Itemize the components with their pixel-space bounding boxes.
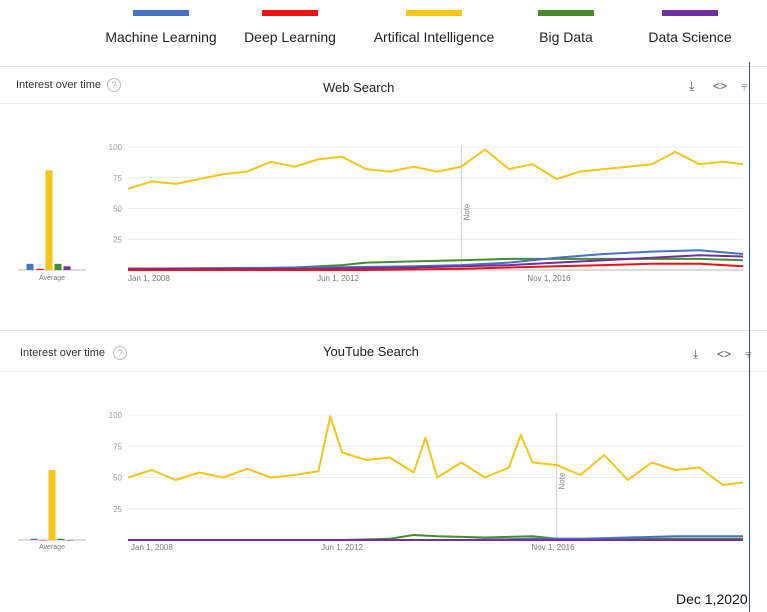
date-marker-line <box>749 62 750 612</box>
average-bar-machine-learning <box>26 263 34 270</box>
average-bar-big-data <box>54 263 62 270</box>
legend-label: Big Data <box>539 29 593 45</box>
legend-swatch <box>406 10 462 16</box>
y-tick-label: 100 <box>109 411 123 420</box>
y-tick-label: 75 <box>113 442 122 451</box>
panel-title: YouTube Search <box>323 344 419 359</box>
average-bar-big-data <box>57 538 65 540</box>
embed-icon[interactable]: <> <box>717 347 732 361</box>
interest-over-time-label: Interest over time <box>20 347 105 359</box>
help-icon[interactable]: ? <box>107 78 121 92</box>
series-line-artifical-intelligence <box>127 148 744 190</box>
legend-swatch <box>662 10 718 16</box>
average-bar-deep-learning <box>36 268 44 270</box>
x-tick-label: Jun 1, 2012 <box>317 274 359 283</box>
youtube-search-chart: 25 50 75 100 Note Jan 1, 2008 Jun 1, 2012 Nov 1… <box>18 411 744 552</box>
share-icon[interactable]: ⫧ <box>741 79 748 93</box>
web-search-panel: Interest over time ? Web Search ⤓ <> ⫧ 2… <box>0 66 767 328</box>
note-label: Note <box>558 472 567 489</box>
legend-item-machine-learning: Machine Learning <box>105 10 217 50</box>
average-bar-deep-learning <box>39 540 47 541</box>
average-bar-artifical-intelligence <box>48 470 56 540</box>
help-icon[interactable]: ? <box>113 346 127 360</box>
x-tick-label: Nov 1, 2016 <box>527 274 571 283</box>
y-tick-label: 25 <box>113 235 122 244</box>
youtube-search-panel: Interest over time ? YouTube Search ⤓ <>… <box>0 330 767 592</box>
average-bar-machine-learning <box>30 538 38 540</box>
legend-item-big-data: Big Data <box>526 10 606 50</box>
legend-item-data-science: Data Science <box>640 10 740 50</box>
y-tick-label: 100 <box>109 143 123 152</box>
download-icon[interactable]: ⤓ <box>689 79 695 93</box>
note-label: Note <box>462 203 471 220</box>
legend-label: Deep Learning <box>244 29 336 45</box>
series-line-machine-learning <box>127 249 744 270</box>
panel-divider <box>0 66 767 67</box>
date-marker-label: Dec 1,2020 <box>676 591 748 607</box>
legend-swatch <box>538 10 594 16</box>
legend-label: Data Science <box>648 29 732 45</box>
series-line-deep-learning <box>128 262 744 271</box>
y-tick-label: 50 <box>113 205 122 214</box>
average-bar-artifical-intelligence <box>45 170 53 270</box>
interest-over-time-label: Interest over time <box>16 79 101 91</box>
share-icon[interactable]: ⫧ <box>745 348 752 360</box>
y-tick-label: 25 <box>113 505 122 514</box>
legend-item-artificial-intelligence: Artifical Intelligence <box>368 10 500 50</box>
download-icon[interactable]: ⤓ <box>693 347 699 361</box>
average-bar-data-science <box>66 540 74 541</box>
x-tick-label: Nov 1, 2016 <box>531 543 575 552</box>
legend-swatch <box>262 10 318 16</box>
x-tick-label: Jan 1, 2008 <box>131 543 173 552</box>
average-label: Average <box>39 544 65 551</box>
y-tick-label: 75 <box>113 174 122 183</box>
embed-icon[interactable]: <> <box>713 79 728 93</box>
legend-item-deep-learning: Deep Learning <box>240 10 340 50</box>
web-search-chart: 25 50 75 100 Note Jan 1, 2008 Jun 1, 2012 Nov 1… <box>18 143 744 283</box>
x-tick-label: Jan 1, 2008 <box>128 274 170 283</box>
panel-divider <box>0 330 767 331</box>
y-tick-label: 50 <box>113 474 122 483</box>
x-tick-label: Jun 1, 2012 <box>321 543 363 552</box>
legend-label: Machine Learning <box>105 29 217 45</box>
series-line-data-science <box>128 254 744 270</box>
panel-header-divider <box>0 371 767 372</box>
series-line-artifical-intelligence <box>127 415 744 486</box>
legend-label: Artifical Intelligence <box>373 29 495 45</box>
average-label: Average <box>39 275 65 282</box>
average-bar-data-science <box>63 266 71 270</box>
legend-swatch <box>133 10 189 16</box>
panel-header-divider <box>0 103 767 104</box>
panel-title: Web Search <box>323 80 395 95</box>
